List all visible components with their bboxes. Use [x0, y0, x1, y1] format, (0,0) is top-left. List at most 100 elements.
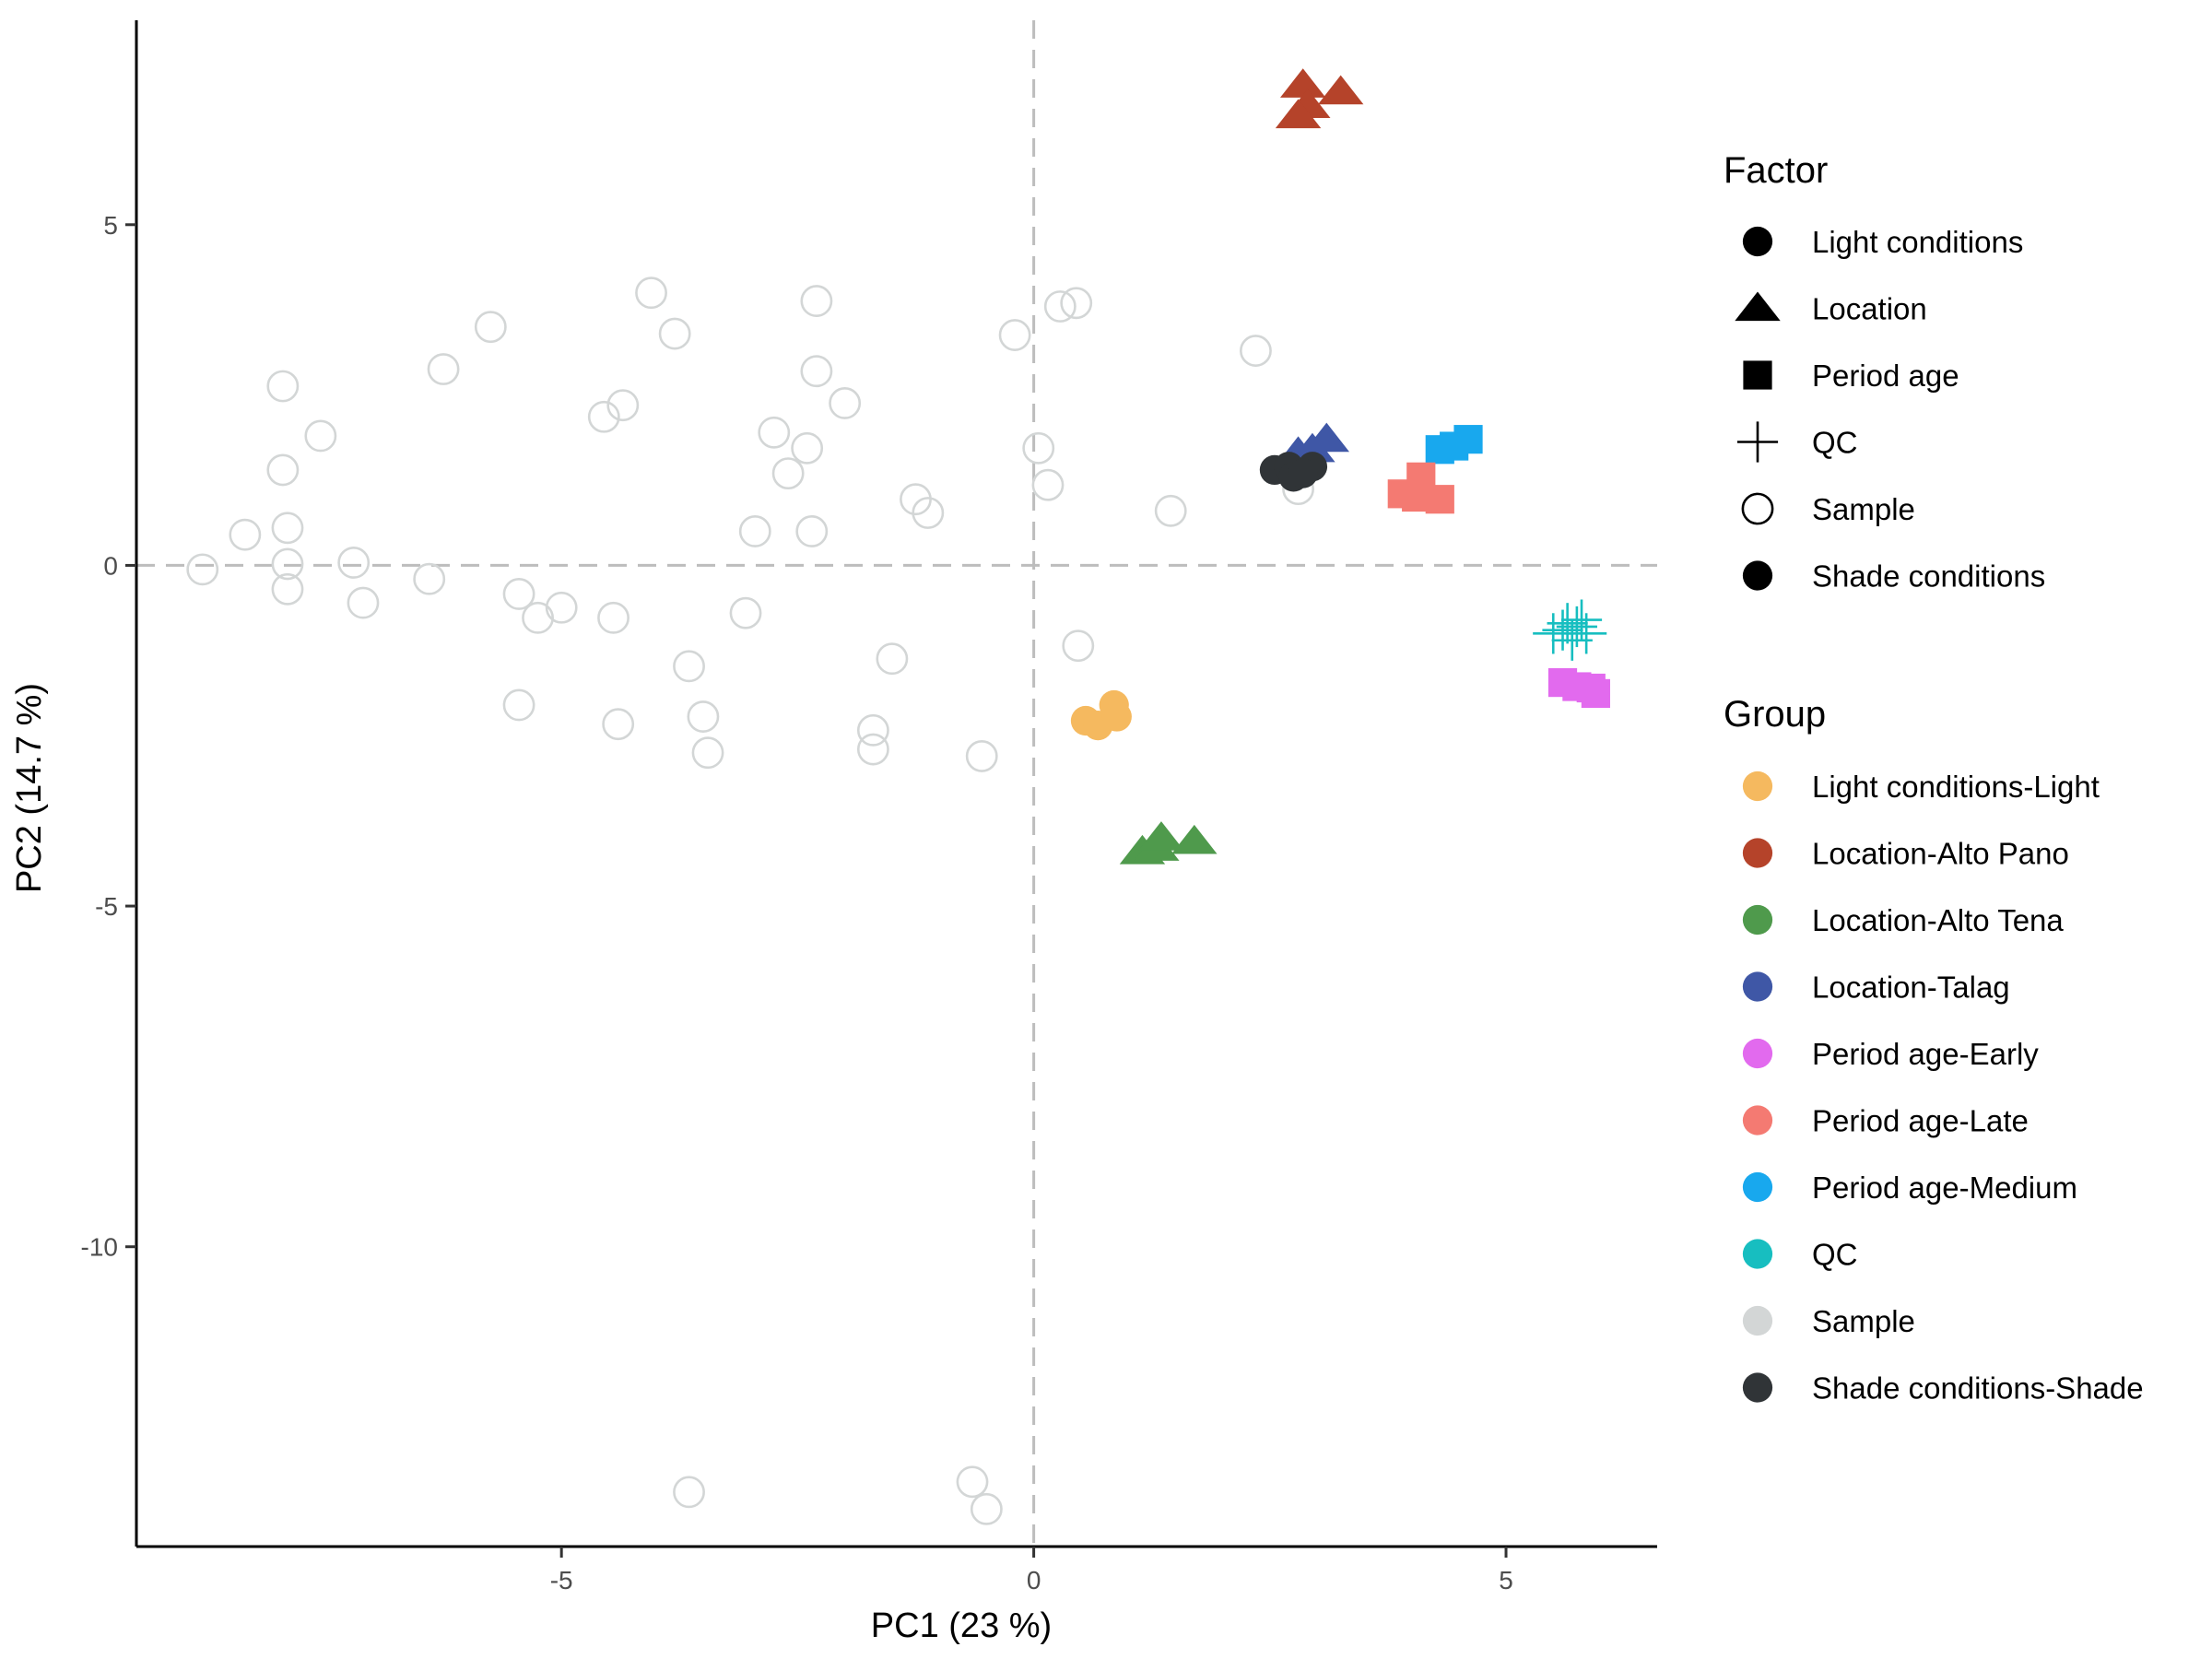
point-sample-15 — [522, 601, 554, 634]
point-sample-10 — [413, 562, 446, 595]
series-light-conditions-light — [1070, 689, 1132, 741]
point-sample-48 — [1240, 335, 1272, 367]
plot-panel — [135, 20, 1657, 1548]
point-sample-44 — [1060, 287, 1093, 320]
legend-group-label-location-alto-tena: Location-Alto Tena — [1812, 903, 2064, 937]
point-sample-20 — [606, 389, 640, 422]
point-sample-22 — [658, 317, 691, 350]
x-axis-title: PC1 (23 %) — [871, 1606, 1052, 1645]
point-sample-51 — [956, 1465, 989, 1499]
point-sample-27 — [738, 515, 771, 547]
legend-factor-key-location — [1735, 291, 1781, 322]
legend-group-label-location-alto-pano: Location-Alto Pano — [1812, 837, 2069, 871]
point-sample-25 — [691, 736, 724, 770]
y-axis-title: PC2 (14.7 %) — [10, 683, 49, 893]
point-sample-29 — [771, 457, 805, 490]
point-sample-6 — [271, 572, 304, 606]
legend-group-key-period-age-medium — [1742, 1171, 1773, 1203]
series-location-alto-pano — [1275, 68, 1364, 129]
data-points — [186, 68, 1610, 1525]
point-sample-16 — [545, 591, 578, 624]
x-tick-label-1: 0 — [1027, 1566, 1041, 1594]
point-sample-4 — [271, 512, 304, 545]
point-sample-36 — [856, 733, 889, 766]
point-sample-0 — [186, 553, 219, 586]
legend-factor-key-qc — [1736, 421, 1779, 463]
legend-group-label-shade-conditions-shade: Shade conditions-Shade — [1812, 1371, 2144, 1406]
legend-group-key-qc — [1742, 1239, 1773, 1269]
x-axis-ticks: -5 0 5 — [550, 1547, 1513, 1594]
legend-group-label-qc: QC — [1812, 1238, 1858, 1272]
legend-group-key-location-alto-tena — [1742, 904, 1773, 935]
legend-group-label-location-talag: Location-Talag — [1812, 971, 2010, 1005]
legend-group-key-light-conditions-light — [1742, 771, 1773, 802]
point-sample-52 — [970, 1492, 1003, 1525]
legend-group-label-light-conditions-light: Light conditions-Light — [1812, 770, 2100, 804]
series-location-alto-tena — [1119, 821, 1218, 865]
legend-group-label-period-age-late: Period age-Late — [1812, 1104, 2029, 1138]
point-qc-6 — [1566, 613, 1607, 654]
point-location-talag-2 — [1289, 432, 1335, 463]
point-sample-12 — [474, 311, 507, 344]
point-sample-7 — [304, 419, 337, 453]
series-shade-conditions-shade — [1259, 452, 1328, 492]
point-sample-40 — [998, 319, 1031, 351]
series-period-age-medium — [1425, 425, 1483, 465]
x-tick-label-2: 5 — [1499, 1566, 1513, 1594]
point-sample-34 — [829, 387, 862, 419]
legend-factor: Factor Light conditions Location Period ag… — [1724, 150, 2045, 594]
reference-lines — [136, 20, 1657, 1547]
point-sample-2 — [266, 370, 300, 403]
point-sample-13 — [502, 578, 535, 610]
legend-factor-label-light-conditions: Light conditions — [1812, 225, 2023, 259]
point-location-alto-pano-0 — [1279, 68, 1326, 98]
point-sample-18 — [597, 601, 629, 634]
point-sample-21 — [635, 276, 667, 310]
point-sample-33 — [800, 355, 833, 388]
legend-factor-label-sample: Sample — [1812, 492, 1915, 526]
y-axis-ticks: -10 -5 0 5 — [81, 211, 136, 1262]
point-sample-45 — [1062, 629, 1095, 663]
point-sample-9 — [347, 586, 380, 619]
point-sample-1 — [229, 518, 262, 551]
legend-group-key-sample — [1742, 1305, 1773, 1336]
legend-group-label-period-age-early: Period age-Early — [1812, 1037, 2039, 1071]
legend-group: Group Light conditions-Light Location-Alt… — [1724, 694, 2144, 1406]
point-sample-3 — [266, 453, 300, 487]
point-location-alto-tena-3 — [1171, 824, 1218, 854]
series-qc — [1533, 599, 1607, 661]
legend-group-key-period-age-late — [1742, 1105, 1773, 1135]
point-sample-42 — [1031, 468, 1065, 501]
legend-group-label-sample: Sample — [1812, 1304, 1915, 1338]
point-location-alto-pano-3 — [1275, 99, 1322, 129]
point-sample-23 — [673, 650, 705, 683]
point-sample-35 — [856, 713, 889, 747]
point-sample-26 — [729, 596, 762, 629]
point-sample-43 — [1043, 290, 1077, 323]
legend-factor-label-shade-conditions: Shade conditions — [1812, 559, 2045, 594]
series-period-age-early — [1547, 667, 1610, 709]
point-sample-31 — [795, 515, 829, 547]
point-light-conditions-light-3 — [1101, 701, 1132, 732]
point-sample-8 — [337, 547, 371, 579]
point-shade-conditions-shade-4 — [1288, 458, 1318, 488]
x-tick-label-0: -5 — [550, 1566, 573, 1594]
point-sample-24 — [687, 700, 720, 733]
point-location-alto-tena-2 — [1138, 821, 1184, 851]
point-sample-37 — [876, 642, 909, 676]
y-tick-label-2: 0 — [103, 551, 118, 580]
point-sample-39 — [912, 497, 945, 529]
point-period-age-early-3 — [1581, 678, 1610, 709]
legend-group-key-period-age-early — [1742, 1038, 1773, 1069]
legend-group-label-period-age-medium: Period age-Medium — [1812, 1171, 2077, 1205]
point-sample-11 — [427, 353, 460, 385]
point-sample-30 — [791, 431, 824, 465]
point-sample-28 — [758, 416, 791, 449]
point-sample-50 — [673, 1476, 705, 1509]
legend-factor-label-location: Location — [1812, 292, 1927, 326]
legend-group-key-shade-conditions-shade — [1742, 1372, 1773, 1403]
point-sample-19 — [602, 708, 635, 741]
point-sample-17 — [587, 400, 620, 433]
